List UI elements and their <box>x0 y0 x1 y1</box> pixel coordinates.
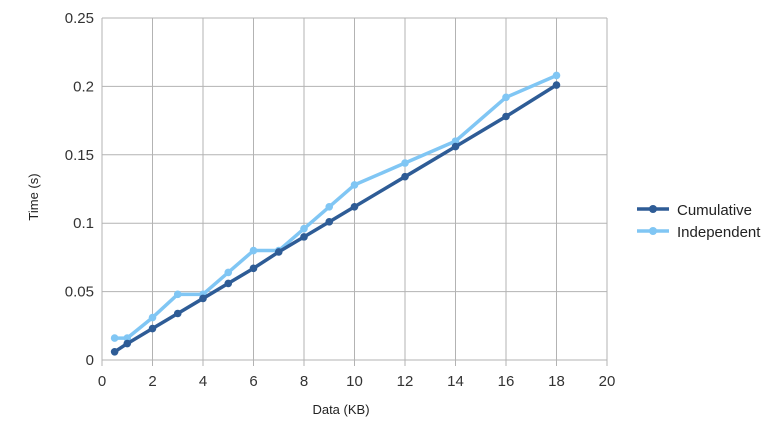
x-tick-labels: 0 2 4 6 8 10 12 14 16 18 20 <box>98 373 616 390</box>
y-tick-label: 0.2 <box>73 78 94 95</box>
data-point-independent <box>173 290 182 299</box>
x-tick-label: 16 <box>498 373 515 390</box>
data-point-independent <box>325 202 334 211</box>
data-point-cumulative <box>110 347 119 356</box>
data-point-cumulative <box>224 279 233 288</box>
grid <box>101 17 608 366</box>
x-tick-label: 8 <box>300 373 308 390</box>
data-point-independent <box>224 268 233 277</box>
data-point-cumulative <box>300 233 308 241</box>
y-tick-label: 0.1 <box>73 215 94 232</box>
x-tick-label: 6 <box>249 373 257 390</box>
y-tick-label: 0 <box>86 352 94 369</box>
data-point-independent <box>110 334 119 342</box>
y-axis-title: Time (s) <box>26 173 41 220</box>
series-independent <box>110 71 561 342</box>
data-point-independent <box>350 181 359 189</box>
data-point-cumulative <box>274 248 283 256</box>
data-point-cumulative <box>350 202 359 211</box>
data-point-cumulative <box>199 294 207 303</box>
x-tick-label: 10 <box>346 373 363 390</box>
x-tick-label: 4 <box>199 373 207 390</box>
legend-marker-independent <box>649 227 657 235</box>
data-point-cumulative <box>123 339 132 348</box>
data-point-independent <box>401 159 409 167</box>
x-tick-label: 2 <box>148 373 156 390</box>
data-point-independent <box>123 334 132 342</box>
data-point-cumulative <box>451 142 460 151</box>
y-tick-label: 0.05 <box>65 284 94 301</box>
series-line-independent <box>112 73 559 340</box>
x-tick-label: 20 <box>599 373 616 390</box>
legend-label-independent: Independent <box>677 224 761 241</box>
x-tick-label: 18 <box>548 373 565 390</box>
data-point-independent <box>552 71 561 80</box>
data-point-independent <box>451 137 460 145</box>
legend: Cumulative Independent <box>637 202 761 241</box>
legend-item-independent: Independent <box>637 224 761 241</box>
series-lines <box>110 71 561 356</box>
x-axis-title: Data (KB) <box>312 402 369 417</box>
data-point-independent <box>148 313 157 322</box>
data-point-cumulative <box>552 81 561 89</box>
y-tick-label: 0.15 <box>65 147 94 164</box>
data-point-cumulative <box>173 309 182 318</box>
data-point-independent <box>300 224 308 233</box>
x-tick-label: 0 <box>98 373 106 390</box>
data-point-independent <box>502 93 510 102</box>
y-tick-labels: 0 0.05 0.1 0.15 0.2 0.25 <box>65 10 94 369</box>
data-point-cumulative <box>401 172 409 181</box>
x-tick-label: 12 <box>397 373 414 390</box>
y-tick-label: 0.25 <box>65 10 94 27</box>
legend-marker-cumulative <box>649 205 657 213</box>
data-point-cumulative <box>148 324 157 333</box>
data-point-cumulative <box>325 218 334 226</box>
series-cumulative <box>110 81 561 356</box>
data-point-independent <box>249 246 258 255</box>
x-tick-label: 14 <box>447 373 464 390</box>
data-point-cumulative <box>502 112 510 121</box>
legend-item-cumulative: Cumulative <box>637 202 752 219</box>
legend-label-cumulative: Cumulative <box>677 202 752 219</box>
data-point-cumulative <box>249 264 258 273</box>
